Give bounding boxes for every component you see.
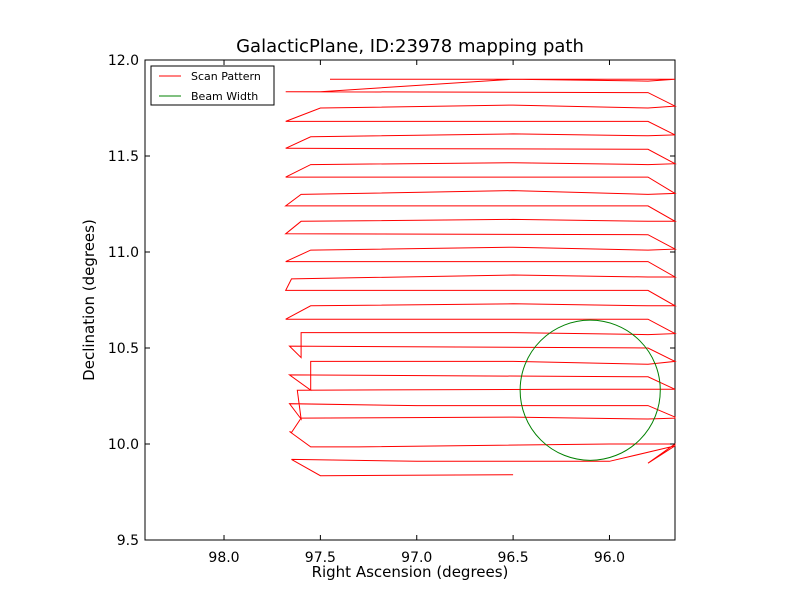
legend-label-scan-pattern: Scan Pattern bbox=[191, 70, 261, 83]
y-tick-label: 9.5 bbox=[117, 533, 139, 549]
y-axis: 9.5 10.0 10.5 11.0 11.5 12.0 bbox=[108, 53, 675, 549]
x-axis: 98.0 97.5 97.0 96.5 96.0 bbox=[208, 60, 625, 566]
legend-box bbox=[150, 65, 275, 106]
y-tick-label: 11.5 bbox=[108, 149, 139, 165]
y-tick-label: 10.5 bbox=[108, 341, 139, 357]
y-axis-label: Declination (degrees) bbox=[80, 219, 98, 381]
beam-width-circle bbox=[519, 319, 661, 461]
x-tick-label: 98.0 bbox=[208, 550, 239, 566]
plot-area bbox=[144, 59, 677, 541]
scan-layer bbox=[284, 78, 677, 477]
y-tick-label: 12.0 bbox=[108, 53, 139, 69]
chart-title: GalacticPlane, ID:23978 mapping path bbox=[236, 36, 584, 57]
axes-frame bbox=[144, 59, 676, 541]
beam-layer bbox=[519, 319, 661, 461]
scan-pattern-line bbox=[284, 78, 677, 477]
x-tick-label: 96.5 bbox=[498, 550, 529, 566]
y-tick-label: 11.0 bbox=[108, 245, 139, 261]
legend: Scan Pattern Beam Width bbox=[150, 65, 275, 106]
x-tick-label: 97.5 bbox=[305, 550, 336, 566]
y-tick-label: 10.0 bbox=[108, 437, 139, 453]
legend-label-beam-width: Beam Width bbox=[191, 90, 258, 103]
x-tick-label: 96.0 bbox=[594, 550, 625, 566]
x-axis-label: Right Ascension (degrees) bbox=[312, 563, 509, 581]
x-tick-label: 97.0 bbox=[401, 550, 432, 566]
